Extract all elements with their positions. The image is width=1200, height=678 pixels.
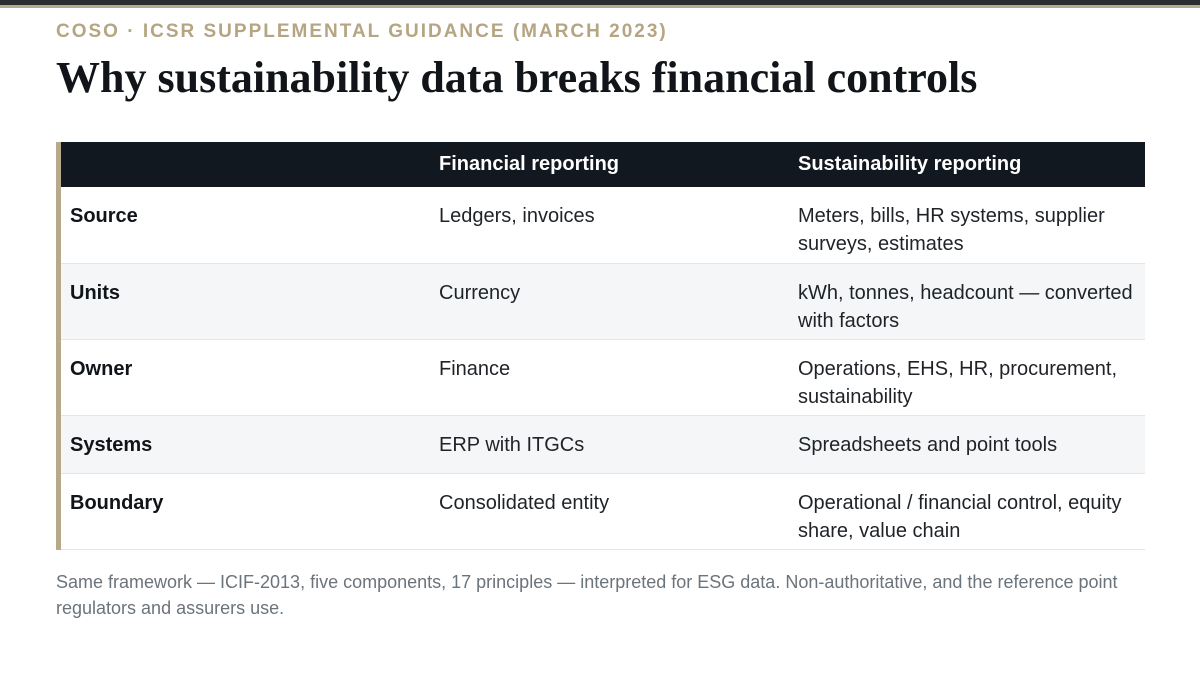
top-rule	[0, 0, 1200, 5]
header-cell-financial: Financial reporting	[439, 153, 620, 175]
table-row: Systems ERP with ITGCs Spreadsheets and …	[61, 415, 1145, 474]
row-label: Boundary	[61, 473, 439, 550]
financial-cell: ERP with ITGCs	[439, 415, 798, 474]
financial-cell: Finance	[439, 339, 798, 416]
sustainability-cell: Spreadsheets and point tools	[798, 415, 1145, 474]
financial-cell: Currency	[439, 263, 798, 340]
comparison-table: Financial reporting Sustainability repor…	[61, 142, 1145, 550]
header-cell-sustainability: Sustainability reporting	[798, 153, 1022, 175]
row-label: Systems	[61, 415, 439, 474]
financial-cell: Ledgers, invoices	[439, 187, 798, 264]
comparison-table-container: Financial reporting Sustainability repor…	[56, 142, 1150, 550]
table-row: Owner Finance Operations, EHS, HR, procu…	[61, 339, 1145, 416]
top-accent-rule	[0, 5, 1200, 8]
sustainability-cell: Operational / financial control, equity …	[798, 473, 1145, 550]
table-row: Source Ledgers, invoices Meters, bills, …	[61, 187, 1145, 264]
row-label: Units	[61, 263, 439, 340]
table-header-row: Financial reporting Sustainability repor…	[61, 142, 1145, 187]
header-cell-label	[61, 142, 439, 187]
sustainability-cell: Meters, bills, HR systems, supplier surv…	[798, 187, 1145, 264]
page-title: Why sustainability data breaks financial…	[56, 53, 978, 102]
table-row: Units Currency kWh, tonnes, headcount — …	[61, 263, 1145, 340]
table-row: Boundary Consolidated entity Operational…	[61, 473, 1145, 550]
financial-cell: Consolidated entity	[439, 473, 798, 550]
sustainability-cell: kWh, tonnes, headcount — converted with …	[798, 263, 1145, 340]
sustainability-cell: Operations, EHS, HR, procurement, sustai…	[798, 339, 1145, 416]
row-label: Source	[61, 187, 439, 264]
footnote: Same framework — ICIF-2013, five compone…	[56, 572, 1118, 618]
eyebrow-label: COSO · ICSR SUPPLEMENTAL GUIDANCE (MARCH…	[56, 21, 668, 42]
row-label: Owner	[61, 339, 439, 416]
